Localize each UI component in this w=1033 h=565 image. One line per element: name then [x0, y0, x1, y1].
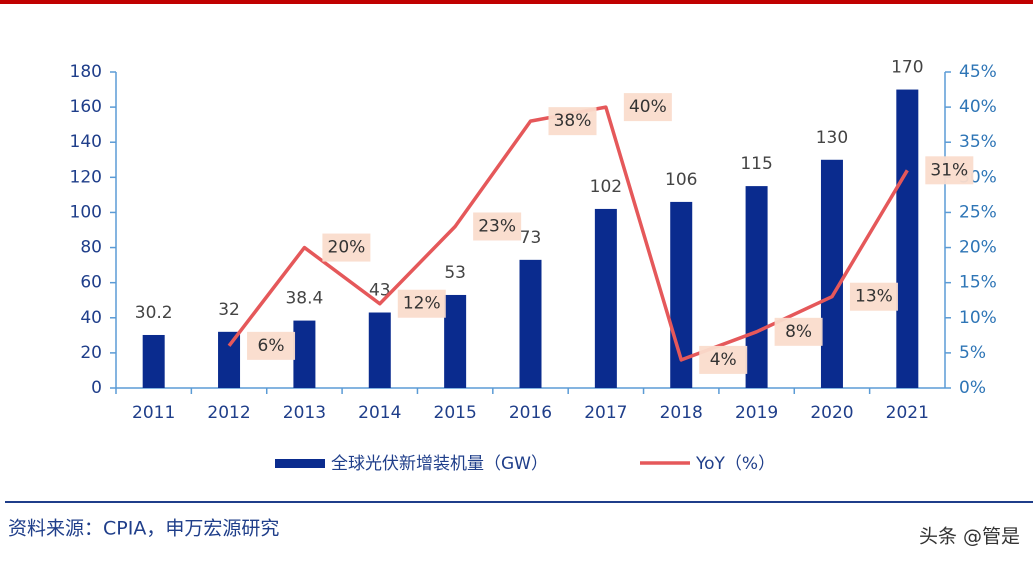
bar-value-label: 30.2: [135, 303, 173, 323]
label-box: [322, 233, 371, 262]
x-tick-label: 2021: [886, 403, 929, 423]
x-tick-label: 2013: [283, 403, 326, 423]
y2-tick-label: 35%: [959, 132, 997, 152]
bar: [293, 320, 316, 388]
bar: [745, 186, 768, 388]
label-box: [397, 289, 446, 318]
line-value-label: 31%: [930, 160, 968, 180]
label-box: [548, 107, 597, 136]
bar-value-label: 170: [891, 58, 923, 78]
bar-value-label: 53: [444, 263, 466, 283]
x-tick-label: 2012: [207, 403, 250, 423]
line-value-label: 38%: [554, 111, 592, 131]
y-tick-label: 20: [80, 343, 102, 363]
y2-tick-label: 0%: [959, 378, 986, 398]
bar: [444, 294, 467, 388]
y2-tick-label: 5%: [959, 343, 986, 363]
bar-value-label: 130: [816, 128, 848, 148]
top-rule: [0, 0, 1033, 4]
y2-tick-label: 10%: [959, 308, 997, 328]
bar-value-label: 102: [590, 177, 622, 197]
bar-value-label: 43: [369, 281, 391, 301]
line-value-label: 4%: [710, 350, 737, 370]
legend-swatch: [275, 459, 325, 468]
legend-label: 全球光伏新增装机量（GW）: [331, 454, 548, 474]
y2-tick-label: 45%: [959, 62, 997, 82]
label-box: [699, 345, 748, 374]
x-tick-label: 2014: [358, 403, 401, 423]
y2-tick-label: 15%: [959, 273, 997, 293]
line-value-label: 20%: [328, 238, 366, 258]
y-tick-label: 40: [80, 308, 102, 328]
x-tick-label: 2011: [132, 403, 175, 423]
label-box: [623, 93, 672, 122]
y2-tick-label: 25%: [959, 202, 997, 222]
bar: [896, 89, 919, 389]
line-value-label: 12%: [403, 294, 441, 314]
line-value-label: 8%: [785, 322, 812, 342]
line-value-label: 6%: [258, 336, 285, 356]
bar-value-label: 38.4: [285, 289, 323, 309]
y-tick-label: 80: [80, 238, 102, 258]
watermark: 头条 @管是: [919, 526, 1020, 548]
x-tick-label: 2018: [660, 403, 703, 423]
bar-value-label: 32: [218, 300, 240, 320]
line-value-label: 40%: [629, 97, 667, 117]
bar: [519, 259, 542, 388]
bar: [218, 331, 241, 388]
y2-tick-label: 20%: [959, 238, 997, 258]
bar: [142, 334, 165, 388]
y-tick-label: 180: [70, 62, 102, 82]
y-tick-label: 100: [70, 202, 102, 222]
x-tick-label: 2019: [735, 403, 778, 423]
y-tick-label: 160: [70, 97, 102, 117]
bar: [594, 208, 617, 388]
y-tick-label: 0: [91, 378, 102, 398]
line-value-label: 23%: [478, 216, 516, 236]
x-tick-label: 2020: [810, 403, 853, 423]
label-box: [849, 282, 898, 311]
y-tick-label: 120: [70, 167, 102, 187]
label-box: [473, 212, 522, 241]
bar-value-label: 73: [520, 228, 542, 248]
label-box: [925, 156, 974, 185]
y2-tick-label: 40%: [959, 97, 997, 117]
x-tick-label: 2017: [584, 403, 627, 423]
legend-label: YoY（%）: [695, 454, 775, 474]
bar-value-label: 106: [665, 170, 697, 190]
label-box: [774, 317, 823, 346]
y-tick-label: 140: [70, 132, 102, 152]
bar: [368, 312, 391, 388]
line-value-label: 13%: [855, 287, 893, 307]
bar: [820, 159, 843, 388]
x-tick-label: 2016: [509, 403, 552, 423]
x-tick-label: 2015: [434, 403, 477, 423]
y-tick-label: 60: [80, 273, 102, 293]
bar-value-label: 115: [740, 154, 772, 174]
label-box: [247, 331, 296, 360]
source: 资料来源：CPIA，申万宏源研究: [8, 518, 279, 540]
